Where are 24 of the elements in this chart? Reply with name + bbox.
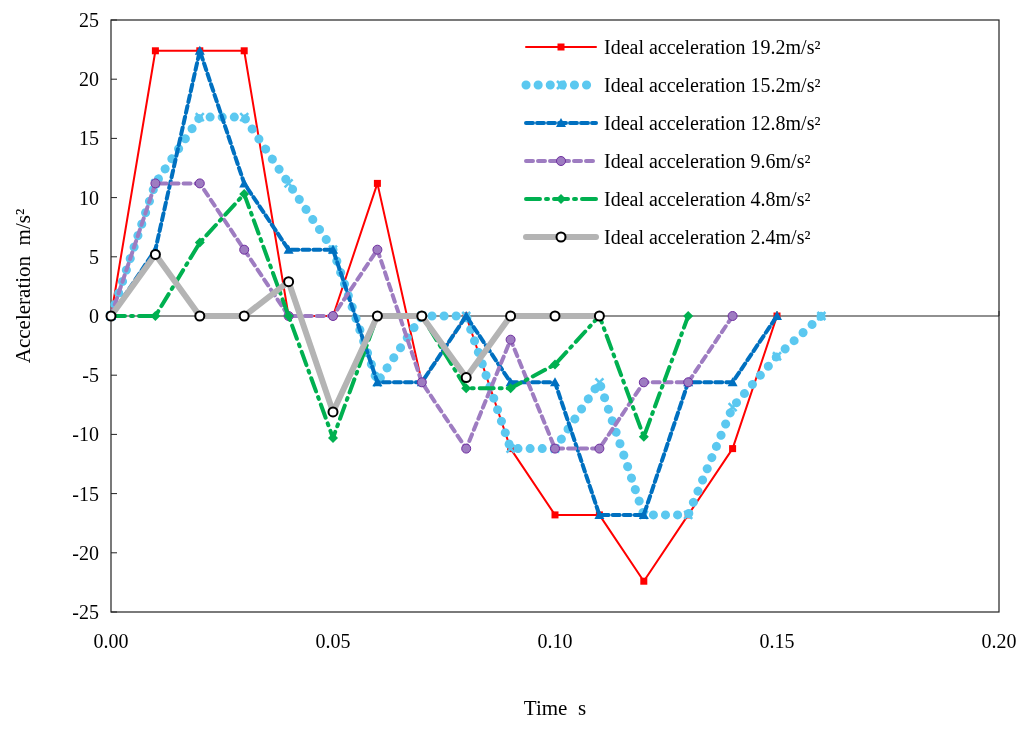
y-axis-title: Acceleration m/s²	[11, 208, 35, 364]
legend-label: Ideal acceleration 12.8m/s²	[604, 112, 821, 134]
y-tick-label: -5	[82, 364, 99, 387]
y-tick-label: -25	[72, 601, 99, 623]
legend-label: Ideal acceleration 4.8m/s²	[604, 188, 811, 210]
legend-label: Ideal acceleration 15.2m/s²	[604, 74, 821, 96]
y-tick-label: -15	[72, 482, 99, 505]
y-tick-label: 5	[89, 245, 99, 268]
y-tick-label: 0	[89, 305, 99, 327]
y-tick-label: 15	[79, 127, 99, 150]
y-tick-label: 25	[79, 9, 99, 31]
x-tick-label: 0.20	[981, 630, 1017, 652]
x-axis-title: Time s	[523, 696, 587, 720]
x-tick-label: 0.10	[537, 630, 573, 652]
x-tick-label: 0.00	[93, 630, 129, 652]
y-tick-label: -10	[72, 423, 99, 446]
legend-label: Ideal acceleration 19.2m/s²	[604, 36, 821, 58]
legend-label: Ideal acceleration 2.4m/s²	[604, 226, 811, 248]
x-tick-label: 0.05	[315, 630, 351, 652]
y-tick-label: 20	[79, 68, 99, 91]
x-tick-label: 0.15	[759, 630, 795, 652]
legend-label: Ideal acceleration 9.6m/s²	[604, 150, 811, 172]
y-tick-label: 10	[79, 186, 99, 209]
y-tick-label: -20	[72, 541, 99, 564]
